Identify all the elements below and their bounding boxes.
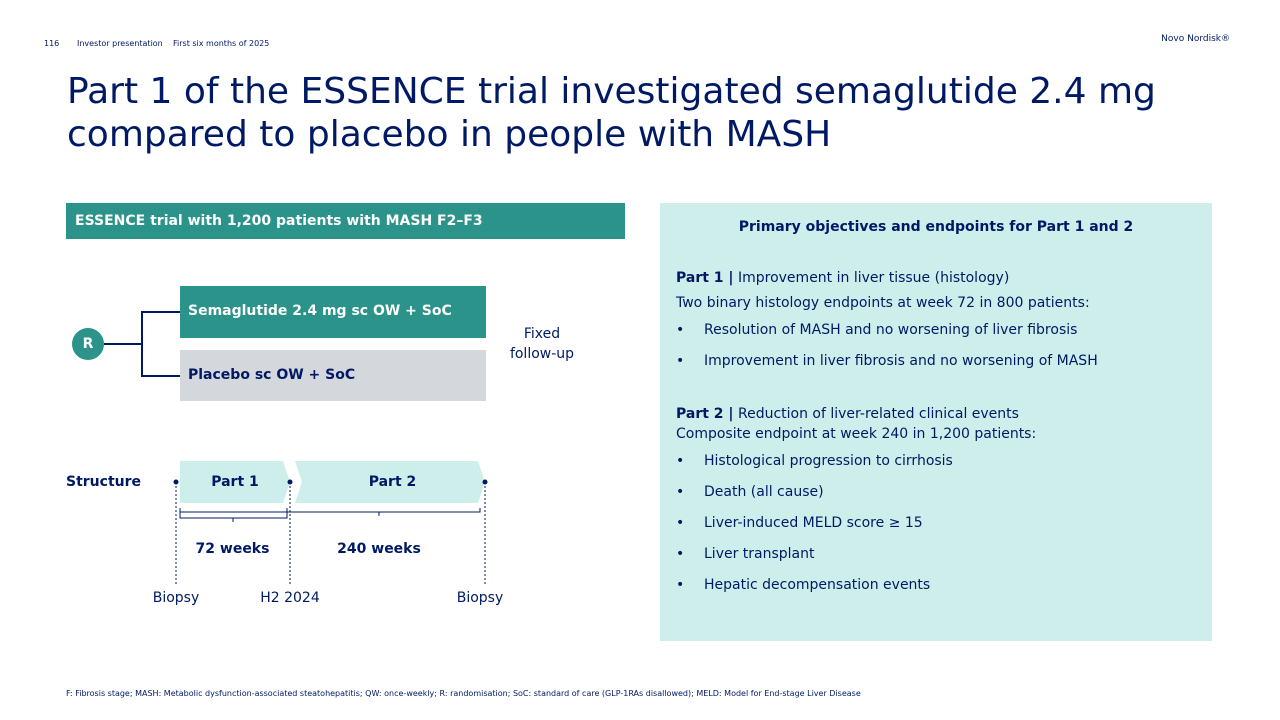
part2-chevron — [295, 461, 485, 503]
footnote: F: Fibrosis stage; MASH: Metabolic dysfu… — [66, 689, 861, 698]
trial-header-bar: ESSENCE trial with 1,200 patients with M… — [66, 203, 625, 239]
part2-bullet: • Histological progression to cirrhosis — [676, 453, 953, 469]
period: First six months of 2025 — [173, 39, 270, 48]
randomisation-circle — [72, 328, 104, 360]
part2-bullet: • Death (all cause) — [676, 484, 824, 500]
objectives-heading: Primary objectives and endpoints for Par… — [738, 219, 1134, 235]
biopsy-start-label: Biopsy — [152, 590, 200, 606]
part2-intro: Composite endpoint at week 240 in 1,200 … — [676, 426, 1037, 442]
part1-bracket — [179, 508, 288, 519]
fixed-followup-label: Fixed follow-up — [509, 326, 575, 362]
brand-name: Novo Nordisk® — [1161, 34, 1230, 44]
structure-label: Structure — [66, 474, 142, 490]
page-title: Part 1 of the ESSENCE trial investigated… — [67, 71, 1156, 155]
part1-bullet: • Improvement in liver fibrosis and no wo… — [676, 353, 1098, 369]
biopsy-end-label: Biopsy — [456, 590, 504, 606]
part2-bracket — [179, 508, 481, 513]
part2-duration: 240 weeks — [337, 541, 421, 557]
doc-type: Investor presentation — [77, 39, 163, 48]
part1-heading: Part 1 | Improvement in liver tissue (hi… — [676, 270, 1010, 286]
placebo-arm: Placebo sc OW + SoC — [180, 350, 486, 401]
semaglutide-arm: Semaglutide 2.4 mg sc OW + SoC — [180, 286, 486, 338]
part1-chevron — [180, 461, 290, 503]
part1-label: Part 1 — [211, 474, 259, 490]
part2-label: Part 2 — [368, 474, 417, 490]
part1-bullet: • Resolution of MASH and no worsening of … — [676, 322, 1078, 338]
part2-bullet: • Liver transplant — [676, 546, 815, 562]
part1-duration: 72 weeks — [195, 541, 270, 557]
part2-bullet: • Hepatic decompensation events — [676, 577, 931, 593]
part1-intro: Two binary histology endpoints at week 7… — [676, 295, 1090, 311]
page-number: 116 — [44, 39, 60, 48]
h2-2024-label: H2 2024 — [260, 590, 320, 606]
objectives-panel — [660, 203, 1212, 641]
part2-heading: Part 2 | Reduction of liver-related clin… — [676, 406, 1019, 422]
part2-bullet: • Liver-induced MELD score ≥ 15 — [676, 515, 923, 531]
randomisation-marker: R — [82, 336, 94, 352]
